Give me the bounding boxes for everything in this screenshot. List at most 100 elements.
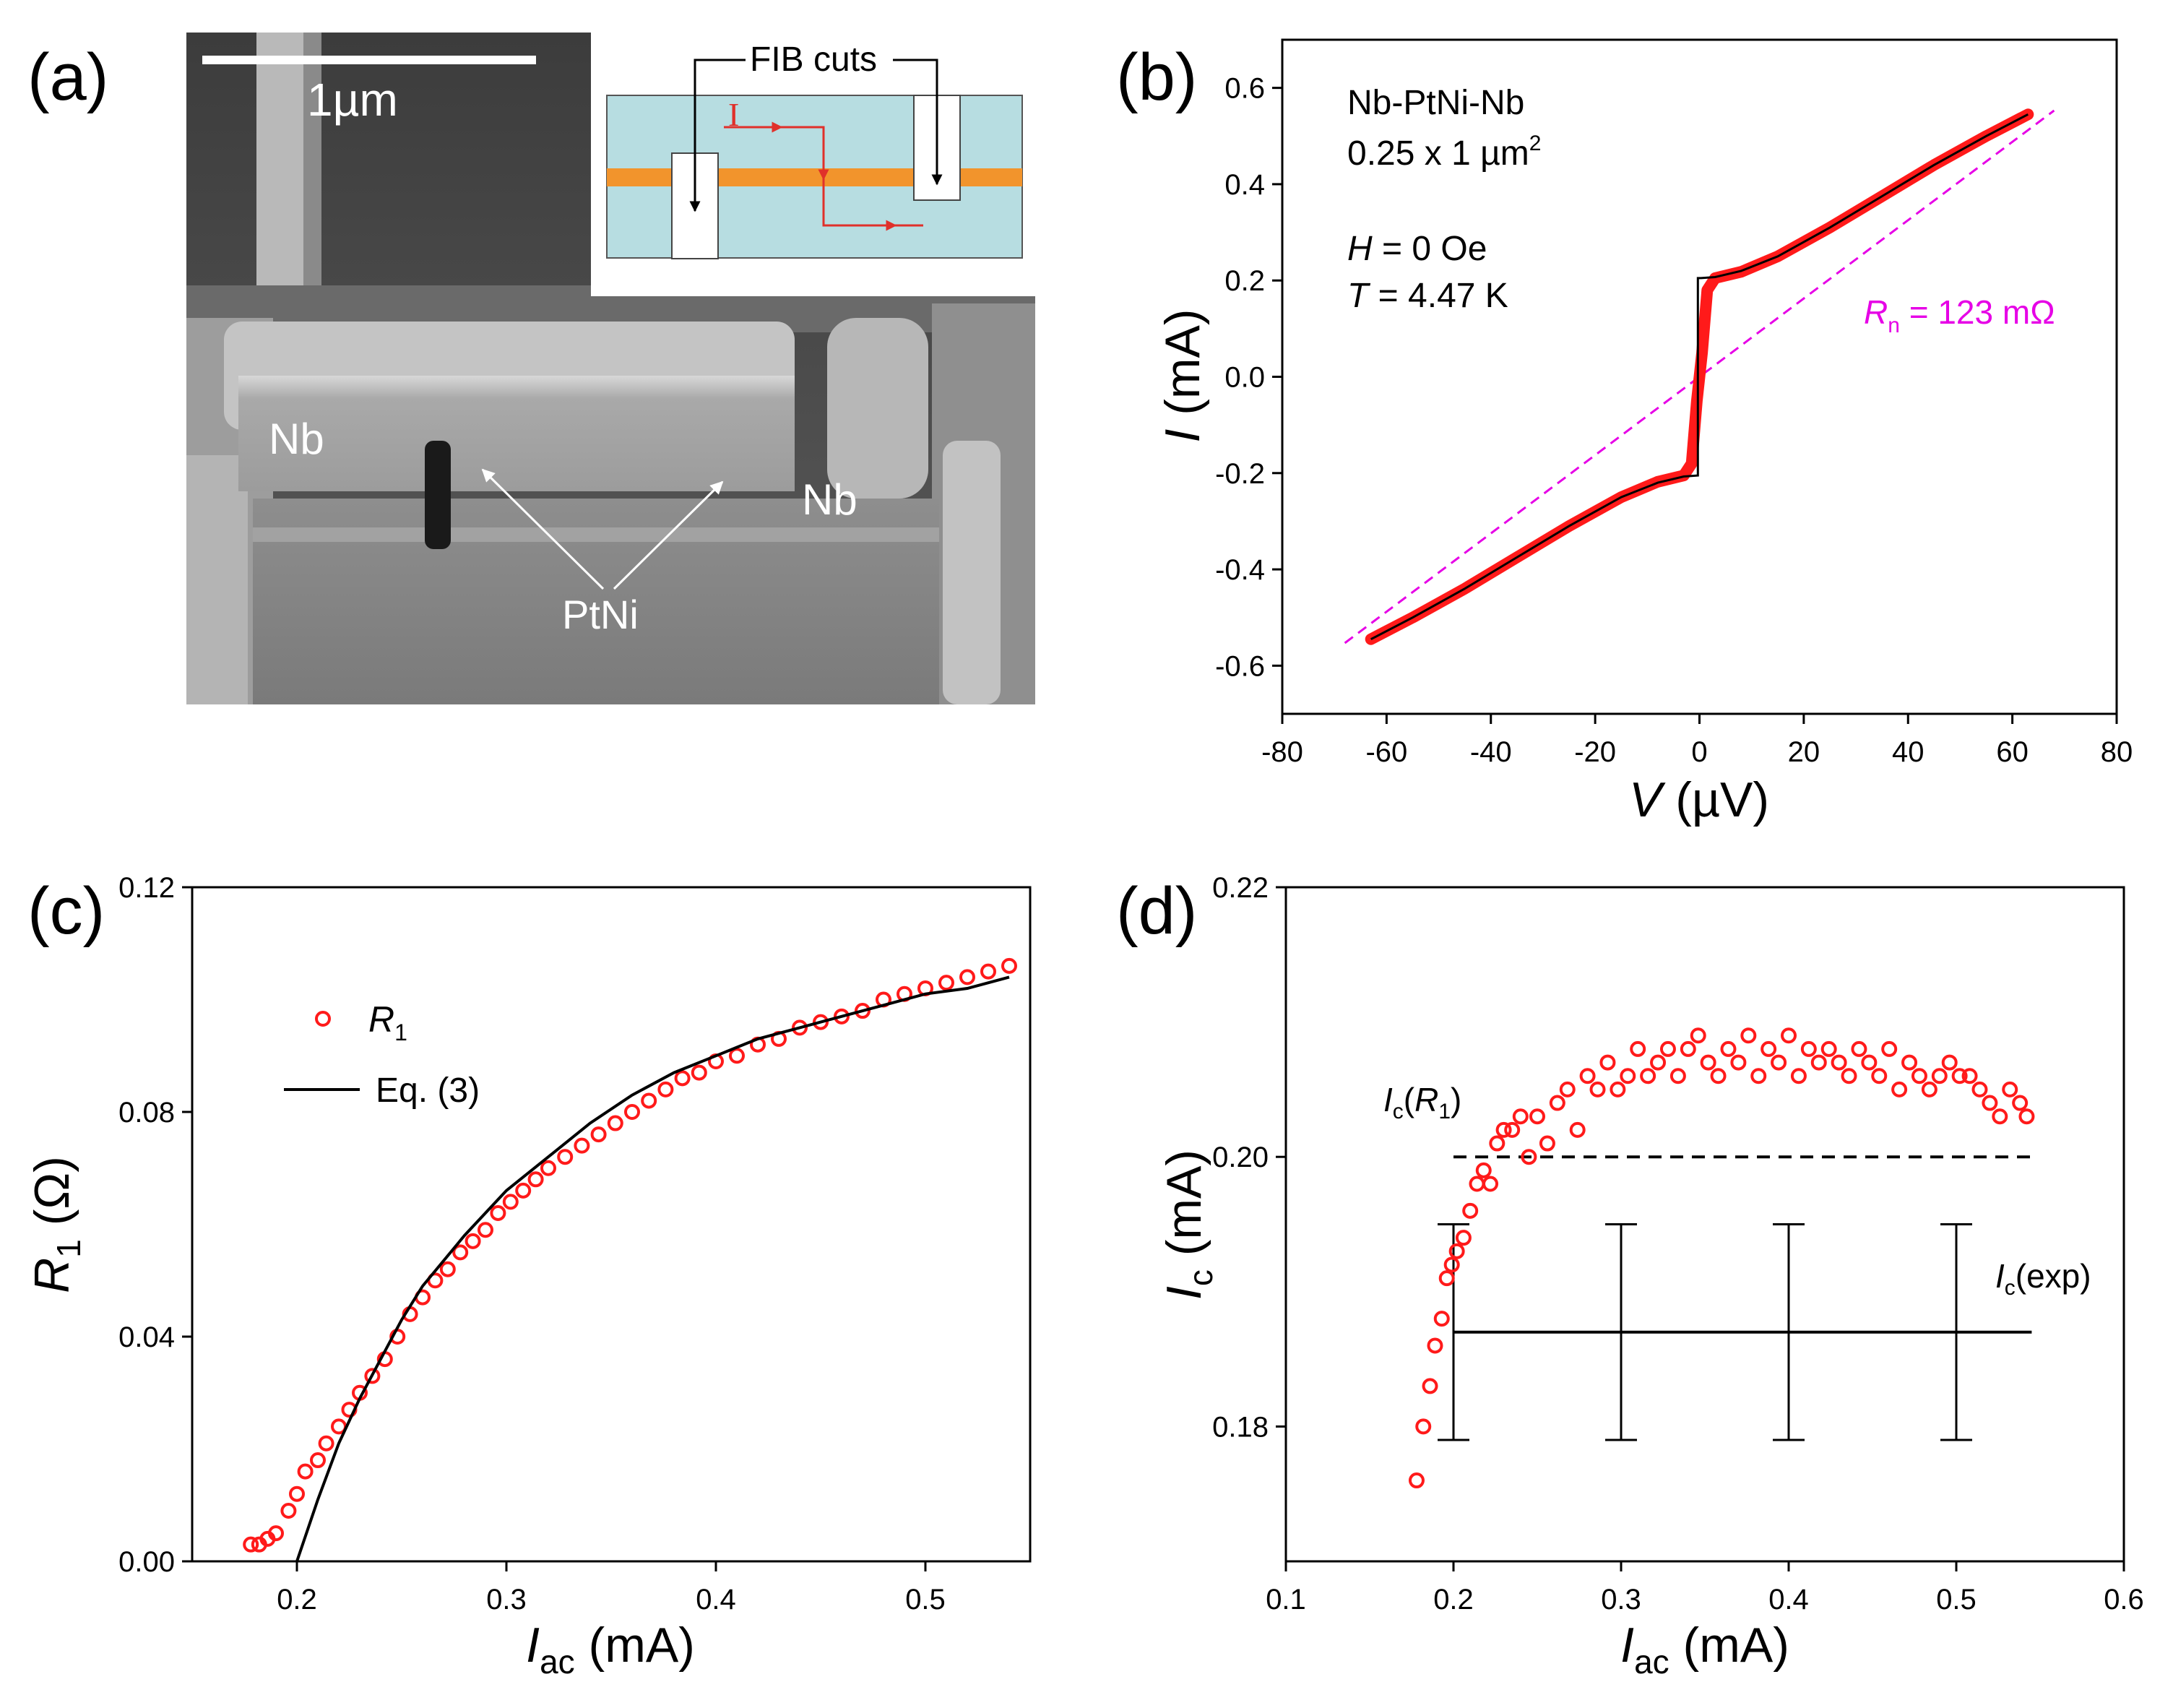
- ic-data-point: [1455, 1230, 1472, 1246]
- ic-data-point: [1720, 1040, 1737, 1057]
- ic-data-point: [1448, 1243, 1465, 1259]
- panel-d-x-tick-label: 0.2: [1433, 1584, 1474, 1616]
- ic-data-point: [1599, 1054, 1616, 1071]
- inset-current-label: I: [728, 96, 739, 133]
- panel-c-ticks: 0.2 0.3 0.4 0.5 0.00 0.04 0.08 0.12: [118, 872, 946, 1616]
- ic-data-point: [1569, 1121, 1586, 1138]
- ic-data-point: [1495, 1121, 1512, 1138]
- ic-data-point: [1841, 1068, 1857, 1084]
- panel-b-y-tick-label: -0.2: [1215, 458, 1265, 490]
- ic-data-point: [1640, 1068, 1656, 1084]
- panel-d-icr1-label: Ic(R1): [1383, 1081, 1461, 1123]
- panel-c-x-tick-label: 0.3: [486, 1584, 527, 1616]
- panel-d: (d) 0.1 0.2 0.3 0.4 0.5 0.6 0.18 0.20 0.22 Iac (…: [1116, 872, 2144, 1681]
- panel-d-ticks: 0.1 0.2 0.3 0.4 0.5 0.6 0.18 0.20 0.22: [1212, 872, 2144, 1616]
- r1-data-point: [540, 1160, 556, 1176]
- ic-data-point: [1710, 1068, 1727, 1084]
- r1-data-point: [280, 1503, 297, 1519]
- ic-data-point: [2012, 1095, 2029, 1111]
- ic-data-point: [1992, 1108, 2008, 1125]
- panel-d-y-tick-label: 0.22: [1212, 872, 1269, 904]
- panel-c: (c) 0.2 0.3 0.4 0.5 0.00 0.04 0.08 0.12 Iac (mA…: [25, 872, 1032, 1681]
- r1-data-point: [515, 1182, 532, 1199]
- r1-data-point: [243, 1536, 259, 1553]
- ic-data-point: [1971, 1081, 1988, 1097]
- sem-tip-shadow: [303, 33, 321, 318]
- ptni-label: PtNi: [562, 592, 639, 637]
- panel-b-label: (b): [1116, 40, 1197, 114]
- legend-fit-label: Eq. (3): [376, 1071, 480, 1110]
- ic-data-point: [1810, 1054, 1827, 1071]
- ic-data-point: [1871, 1068, 1888, 1084]
- ic-data-point: [1761, 1040, 1777, 1057]
- panel-c-frame: [191, 886, 1032, 1563]
- r1-data-point: [624, 1104, 640, 1120]
- r1-data-point: [289, 1485, 305, 1502]
- panel-d-x-tick-label: 0.5: [1936, 1584, 1977, 1616]
- panel-c-legend: R1 Eq. (3): [284, 999, 480, 1110]
- ic-data-point: [1650, 1054, 1667, 1071]
- panel-b-y-tick-label: 0.4: [1224, 169, 1265, 201]
- ic-data-point: [1941, 1054, 1958, 1071]
- panel-b-x-tick-label: -80: [1261, 736, 1303, 768]
- r1-data-point: [490, 1204, 506, 1221]
- ic-data-point: [1690, 1027, 1706, 1044]
- panel-b-field-label: H = 0 Oe: [1347, 230, 1487, 268]
- panel-c-y-tick-label: 0.00: [118, 1546, 175, 1578]
- ic-data-point: [1539, 1135, 1555, 1152]
- ic-data-point: [1831, 1054, 1847, 1071]
- ic-data-point: [1982, 1095, 1998, 1111]
- panel-b-x-tick-label: -40: [1470, 736, 1512, 768]
- panel-b-ticks: -80 -60 -40 -20 0 20 40 60 80 -0.6 -0.4 -0.2 0.0 0.2 0…: [1215, 73, 2133, 768]
- panel-d-x-tick-label: 0.3: [1601, 1584, 1641, 1616]
- fit-iv-curve: [1370, 113, 2029, 641]
- panel-d-x-tick-label: 0.4: [1768, 1584, 1809, 1616]
- panel-d-label: (d): [1116, 874, 1197, 948]
- ic-data-point: [1438, 1270, 1455, 1287]
- sem-nb-block: [238, 376, 795, 491]
- ic-data-point: [1579, 1068, 1596, 1084]
- legend-r1-marker: [315, 1011, 331, 1027]
- ic-data-point: [1961, 1068, 1978, 1084]
- r1-data-point: [607, 1115, 623, 1131]
- r1-data-point: [938, 975, 954, 991]
- panel-d-y-axis-label: Ic (mA): [1157, 1150, 1219, 1300]
- panel-d-x-tick-label: 0.6: [2104, 1584, 2144, 1616]
- measured-iv-curve: [1365, 108, 2034, 645]
- ic-data-point: [1771, 1054, 1787, 1071]
- panel-b-x-tick-label: 0: [1691, 736, 1707, 768]
- ic-data-point: [1610, 1081, 1626, 1097]
- sem-left-edge: [186, 455, 248, 704]
- panel-b-y-tick-label: 0.6: [1224, 73, 1265, 105]
- panel-b-area-label: 0.25 x 1 µm2: [1347, 131, 1541, 173]
- ic-data-point: [1820, 1040, 1837, 1057]
- panel-b-y-tick-label: -0.6: [1215, 650, 1265, 682]
- r1-data-point: [813, 1014, 829, 1030]
- r1-data-point: [502, 1194, 519, 1210]
- panel-b-x-tick-label: 80: [2101, 736, 2133, 768]
- scale-bar-label: 1µm: [307, 74, 398, 126]
- panel-b-x-tick-label: -20: [1574, 736, 1616, 768]
- ic-data-point: [1469, 1176, 1485, 1192]
- panel-b-x-tick-label: 40: [1892, 736, 1924, 768]
- r1-data-point: [527, 1171, 544, 1188]
- r1-data-point: [980, 963, 996, 980]
- ic-data-point: [1951, 1068, 1968, 1084]
- panel-d-frame: [1284, 886, 2125, 1563]
- panel-b-x-tick-label: -60: [1365, 736, 1407, 768]
- ic-data-point: [1415, 1418, 1432, 1435]
- panel-c-x-axis-label: Iac (mA): [526, 1618, 695, 1681]
- ic-data-point: [1433, 1311, 1450, 1327]
- ic-data-point: [1620, 1068, 1636, 1084]
- panel-b-x-tick-label: 20: [1788, 736, 1820, 768]
- panel-d-x-tick-label: 0.1: [1266, 1584, 1306, 1616]
- panel-d-icexp-label: Ic(exp): [1995, 1257, 2091, 1300]
- scale-bar: [202, 56, 536, 64]
- ic-data-point: [1659, 1040, 1676, 1057]
- panel-c-y-tick-label: 0.12: [118, 872, 175, 904]
- panel-b-y-tick-label: -0.4: [1215, 554, 1265, 586]
- r1-data-point: [478, 1222, 493, 1238]
- ic-data-point: [1549, 1095, 1565, 1111]
- rn-dashed-line: [1344, 109, 2055, 644]
